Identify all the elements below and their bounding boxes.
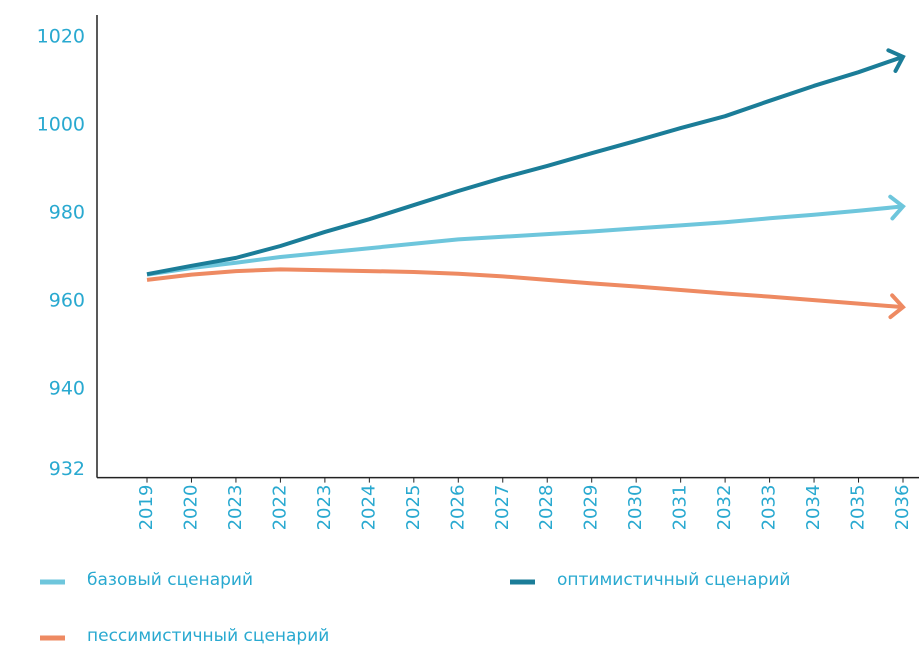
series-line — [146, 267, 904, 310]
x-tick-label: 2019 — [136, 485, 157, 531]
legend-label: оптимистичный сценарий — [557, 570, 790, 590]
y-tick-label: 932 — [49, 458, 85, 480]
y-tick-label: 940 — [49, 378, 85, 400]
x-tick-label: 2027 — [492, 485, 513, 531]
legend-label: пессимистичный сценарий — [87, 626, 329, 646]
arrow-head — [888, 194, 906, 221]
y-tick-label: 1000 — [37, 114, 85, 136]
x-tick-label: 2024 — [358, 485, 379, 531]
x-tick-label: 2025 — [403, 485, 424, 531]
x-tick-label: 2023 — [314, 485, 335, 531]
x-tick-label: 2026 — [447, 485, 468, 531]
x-tick-label: 2031 — [670, 485, 691, 531]
x-tick-label: 2036 — [892, 485, 913, 531]
series-line — [146, 54, 904, 277]
x-tick-label: 2020 — [180, 485, 201, 531]
series-line — [146, 204, 904, 277]
x-tick-label: 2030 — [625, 485, 646, 531]
x-tick-label: 2028 — [536, 485, 557, 531]
x-tick-label: 2023 — [225, 485, 246, 531]
arrow-head — [888, 293, 906, 320]
x-tick-label: 2033 — [759, 485, 780, 531]
arrow-head — [886, 48, 906, 73]
x-tick-label: 2032 — [714, 485, 735, 531]
x-tick-label: 2022 — [269, 485, 290, 531]
y-tick-label: 1020 — [37, 26, 85, 48]
legend-label: базовый сценарий — [87, 570, 253, 590]
x-tick-label: 2029 — [581, 485, 602, 531]
y-tick-label: 960 — [49, 290, 85, 312]
x-tick-label: 2035 — [848, 485, 869, 531]
x-tick-label: 2034 — [803, 485, 824, 531]
y-tick-label: 980 — [49, 202, 85, 224]
